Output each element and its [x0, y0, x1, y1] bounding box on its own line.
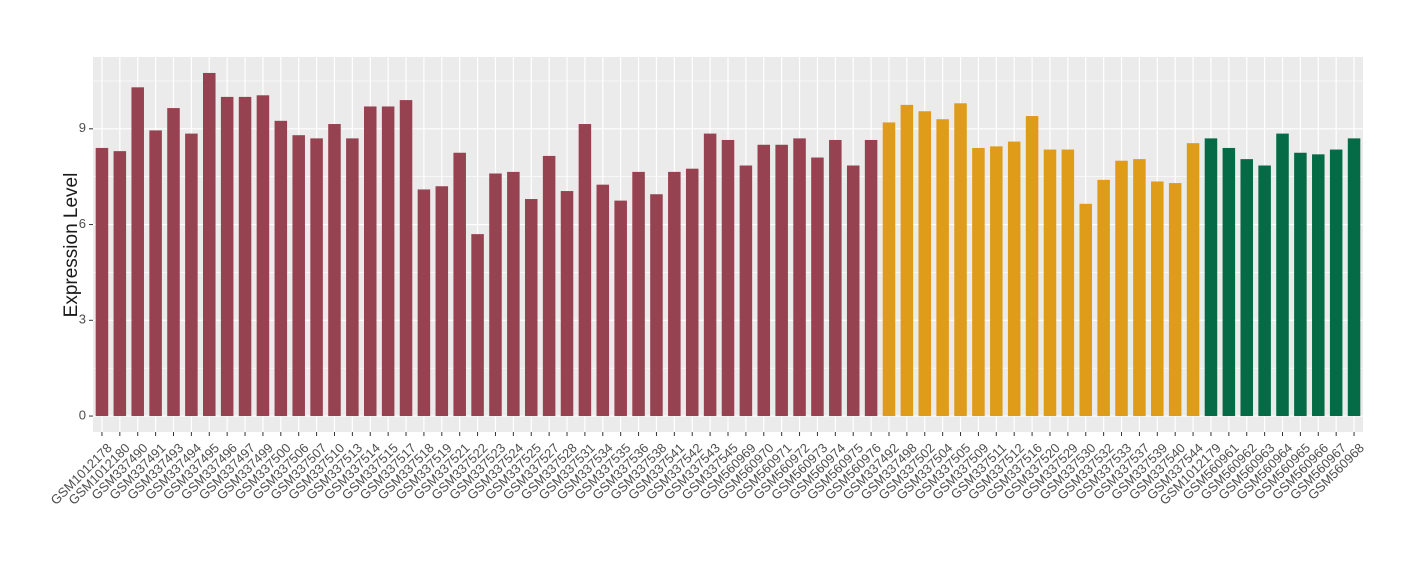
bar: [900, 104, 914, 417]
bar: [829, 139, 842, 417]
bar: [1079, 203, 1093, 417]
bar: [775, 144, 788, 417]
bar: [220, 96, 234, 417]
bar: [721, 139, 735, 417]
bar: [1151, 181, 1164, 417]
bar: [1043, 149, 1057, 417]
bar: [1312, 154, 1325, 417]
y-tick-label: 0: [79, 407, 86, 422]
bar: [328, 124, 341, 417]
bar: [632, 171, 645, 417]
bar: [524, 199, 538, 417]
bar: [542, 155, 556, 417]
bar: [1294, 152, 1307, 417]
bar: [918, 111, 932, 417]
bar: [1276, 133, 1289, 417]
bar: [1204, 138, 1218, 417]
bar: [1061, 149, 1075, 417]
bar: [113, 151, 127, 417]
bar: [489, 173, 502, 417]
bar: [936, 119, 949, 417]
bar: [650, 194, 663, 417]
bar: [846, 165, 860, 417]
bar: [292, 135, 305, 417]
bar: [614, 200, 627, 417]
bar: [417, 189, 431, 417]
bar: [739, 165, 753, 417]
bar: [1115, 160, 1128, 417]
bar: [507, 171, 520, 417]
y-tick-label: 3: [79, 312, 86, 327]
bar: [793, 138, 806, 417]
bar: [453, 152, 466, 417]
bar: [363, 106, 377, 417]
bar: [1025, 116, 1039, 417]
bar: [1168, 183, 1182, 417]
bar: [1133, 159, 1146, 417]
bar: [578, 124, 592, 417]
bar: [131, 87, 144, 417]
bar: [685, 168, 699, 417]
bar: [238, 96, 252, 417]
bar: [399, 100, 413, 417]
bar: [167, 108, 180, 417]
bar: [95, 147, 109, 417]
bar: [1347, 138, 1361, 417]
bar: [1240, 159, 1253, 417]
bar: [560, 191, 574, 417]
bar: [1222, 147, 1236, 417]
bar: [811, 157, 824, 417]
bar: [954, 103, 967, 417]
bar: [882, 122, 896, 417]
bar: [1329, 149, 1343, 417]
bar: [990, 146, 1003, 417]
bar: [435, 186, 449, 417]
bar: [703, 133, 717, 417]
bar: [596, 184, 610, 417]
bar: [668, 171, 681, 417]
bar: [346, 138, 359, 417]
bar: [381, 106, 395, 417]
bar: [1186, 143, 1200, 417]
bar: [1007, 141, 1021, 417]
bar: [471, 234, 484, 417]
bar: [274, 120, 288, 417]
y-tick-label: 6: [79, 216, 86, 231]
bar: [185, 133, 198, 417]
bar: [310, 138, 323, 417]
bar: [203, 72, 216, 417]
bar: [1097, 179, 1110, 417]
y-tick-label: 9: [79, 120, 86, 135]
bar: [972, 147, 985, 417]
y-axis-title: Expression Level: [61, 173, 82, 318]
bar: [757, 144, 771, 417]
bar: [864, 139, 878, 417]
bar: [256, 95, 270, 417]
bar: [1258, 165, 1271, 417]
bar: [149, 130, 162, 417]
